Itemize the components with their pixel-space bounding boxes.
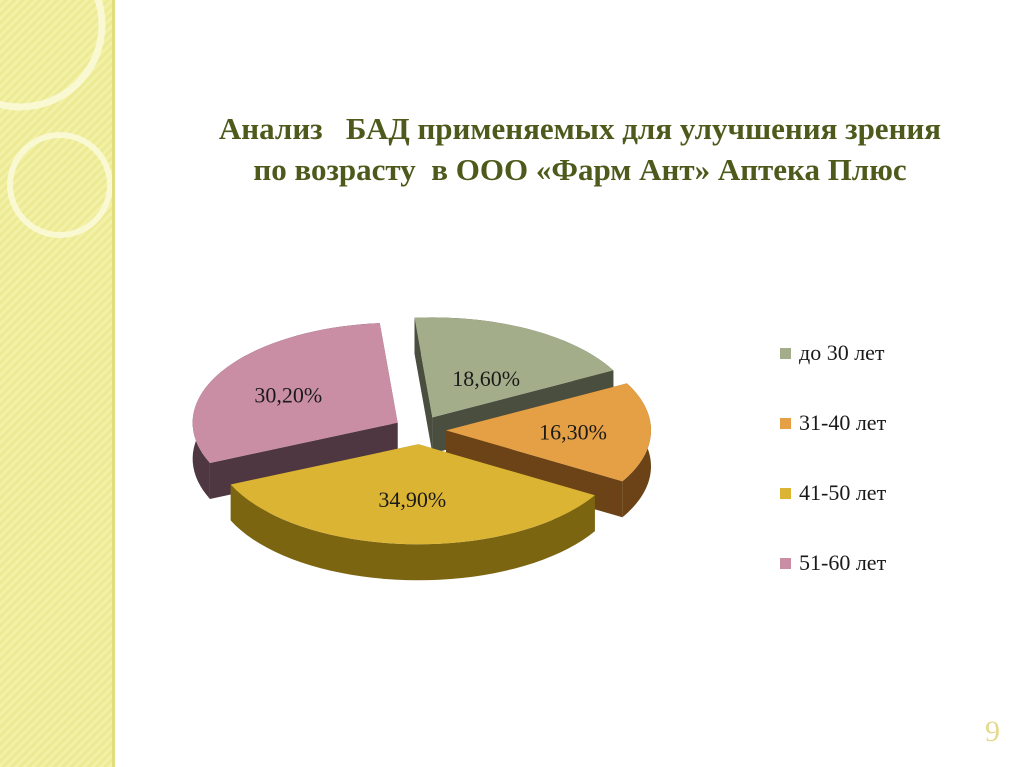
pie-slice-wall-1-1 <box>414 317 433 454</box>
pie-slice-3 <box>230 444 595 581</box>
decorative-band <box>0 0 112 767</box>
legend-swatch <box>780 347 791 359</box>
page-number: 9 <box>985 715 1000 748</box>
slice-data-label: 18,60% <box>452 366 520 391</box>
legend-label: до 30 лет <box>799 340 885 365</box>
pie-slice-top-4 <box>192 323 398 463</box>
legend-swatch <box>780 417 791 429</box>
legend-item: 31-40 лет <box>780 410 886 436</box>
legend-label: 51-60 лет <box>799 550 887 575</box>
pie-slice-top-1 <box>414 317 614 418</box>
pie-slice-side-3 <box>230 484 595 581</box>
slice-data-label: 16,30% <box>539 419 607 444</box>
decorative-circles <box>0 0 112 238</box>
slice-data-label: 34,90% <box>378 487 446 512</box>
slide-title: Анализ БАД применяемых для улучшения зре… <box>160 108 1000 190</box>
title-line-1: Анализ БАД применяемых для улучшения зре… <box>218 111 942 146</box>
pie-slice-top-3 <box>230 444 595 545</box>
legend-swatch <box>780 487 791 499</box>
title-line-2: по возрасту в ООО «Фарм Ант» Аптека Плюс <box>253 152 907 187</box>
legend-swatch <box>780 557 791 569</box>
slice-data-label: 30,20% <box>254 383 322 408</box>
legend-item: до 30 лет <box>780 340 885 366</box>
legend-item: 41-50 лет <box>780 480 886 506</box>
pie-slice-top-2 <box>445 383 651 482</box>
band-edge <box>112 0 115 767</box>
legend-item: 51-60 лет <box>780 550 886 576</box>
legend-label: 31-40 лет <box>799 410 887 435</box>
legend-label: 41-50 лет <box>799 480 887 505</box>
